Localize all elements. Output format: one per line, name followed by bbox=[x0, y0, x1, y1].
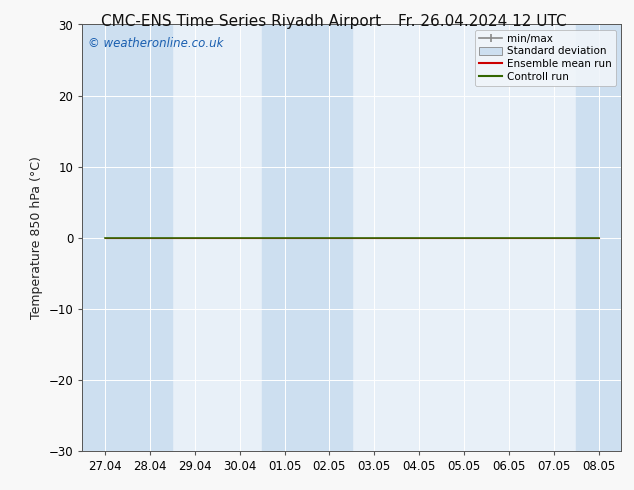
Bar bbox=[307, 24, 352, 451]
Legend: min/max, Standard deviation, Ensemble mean run, Controll run: min/max, Standard deviation, Ensemble me… bbox=[475, 30, 616, 86]
Bar bbox=[576, 24, 621, 451]
Text: © weatheronline.co.uk: © weatheronline.co.uk bbox=[87, 37, 223, 50]
Y-axis label: Temperature 850 hPa (°C): Temperature 850 hPa (°C) bbox=[30, 156, 43, 319]
Bar bbox=[262, 24, 307, 451]
Bar bbox=[82, 24, 127, 451]
Bar bbox=[127, 24, 172, 451]
Text: CMC-ENS Time Series Riyadh Airport: CMC-ENS Time Series Riyadh Airport bbox=[101, 14, 381, 29]
Text: Fr. 26.04.2024 12 UTC: Fr. 26.04.2024 12 UTC bbox=[398, 14, 566, 29]
